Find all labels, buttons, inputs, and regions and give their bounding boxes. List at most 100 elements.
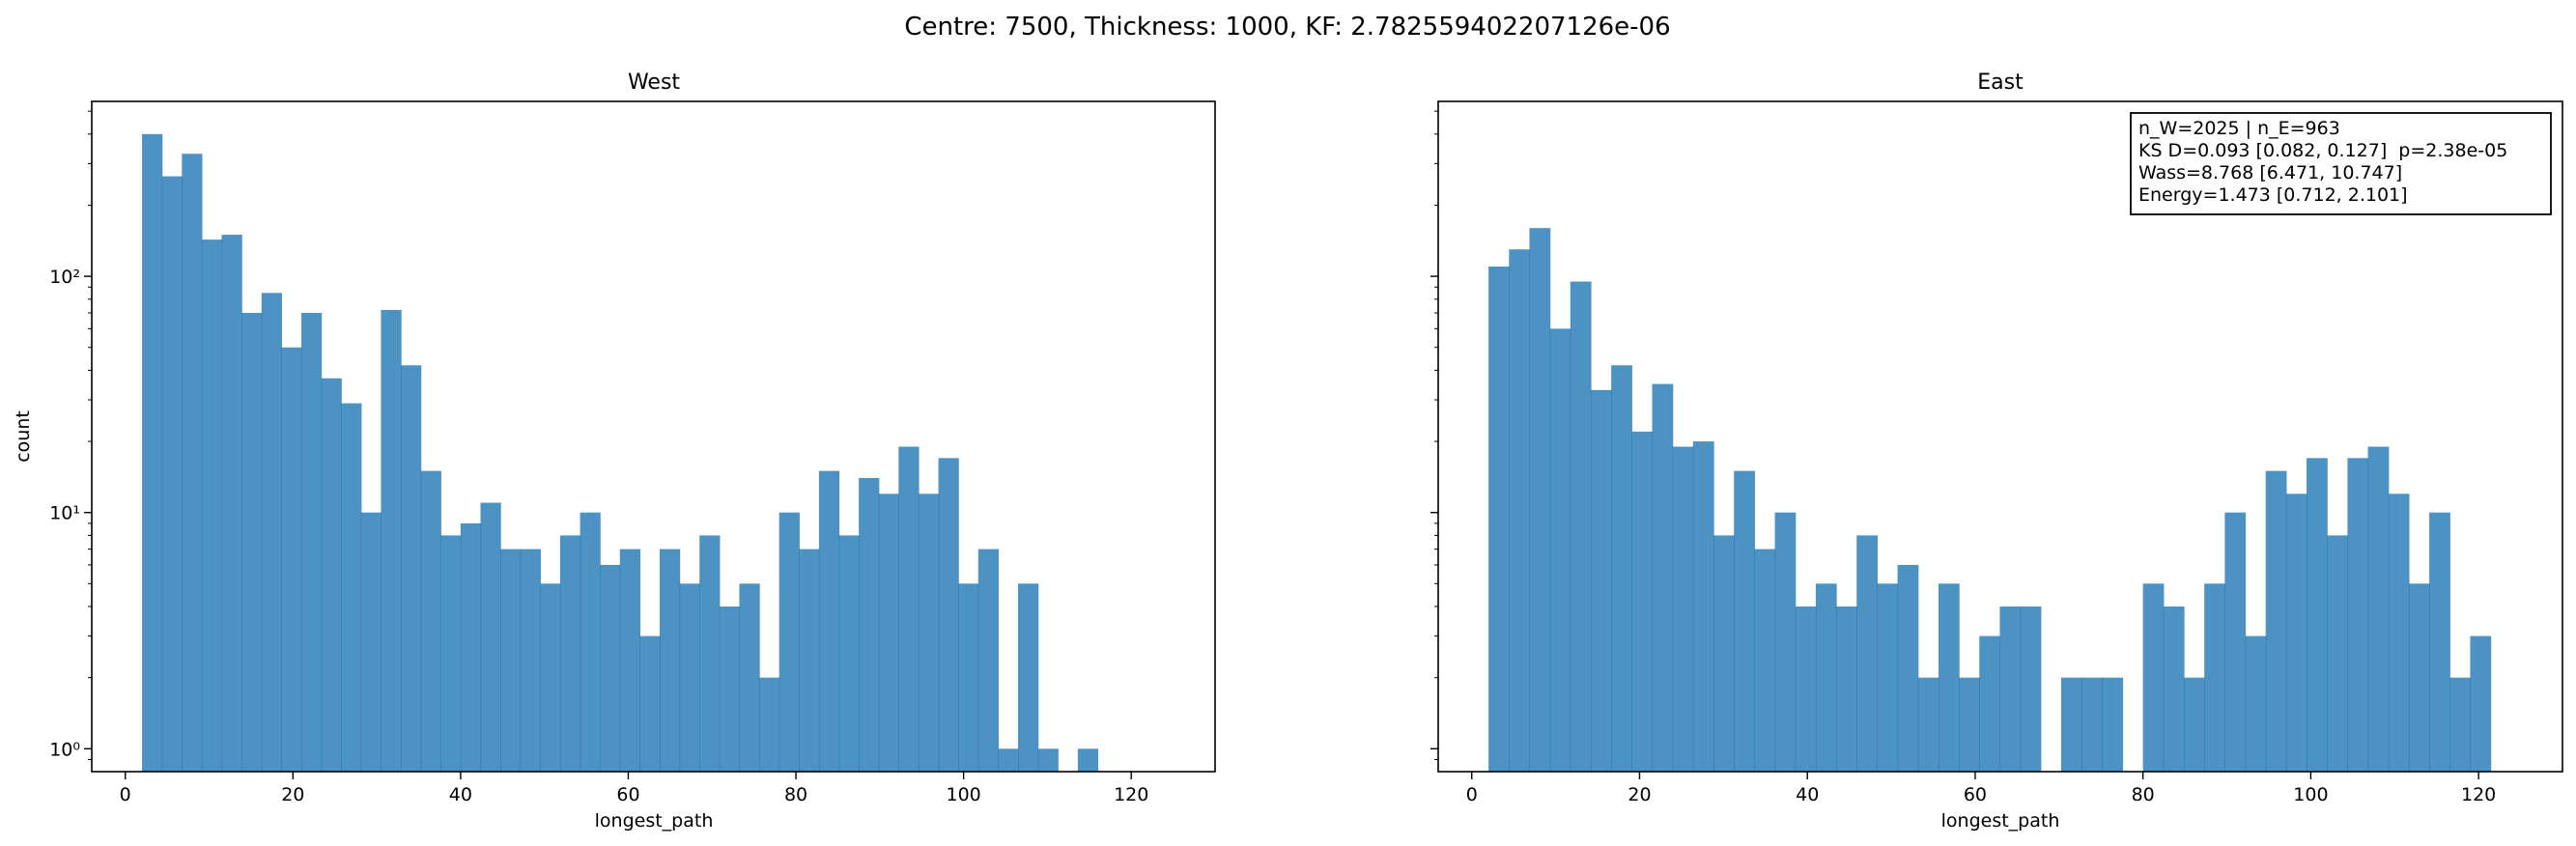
east-histogram-bar	[2367, 446, 2390, 772]
west-histogram-bar	[898, 446, 920, 772]
east-histogram-bar	[1570, 281, 1592, 772]
west-bars	[142, 133, 1099, 773]
west-histogram-bar	[1018, 583, 1039, 772]
west-ylabel: count	[13, 410, 34, 463]
west-title: West	[628, 70, 680, 95]
east-histogram-bar	[1590, 389, 1612, 772]
east-histogram-bar	[1836, 606, 1857, 772]
west-histogram-bar	[619, 549, 640, 772]
west-histogram-bar	[201, 240, 223, 773]
west-histogram-bar	[679, 583, 700, 772]
east-histogram-bar	[1549, 328, 1571, 772]
east-axes-frame	[1437, 100, 2563, 773]
west-histogram-bar	[838, 535, 860, 772]
stats-annotation-box: n_W=2025 | n_E=963 KS D=0.093 [0.082, 0.…	[2130, 112, 2552, 215]
east-histogram-bar	[1509, 249, 1531, 773]
west-x-tick-label: 80	[784, 784, 807, 805]
west-y-tick-label: 10²	[49, 267, 80, 288]
west-histogram-bar	[480, 502, 501, 772]
west-histogram-bar	[639, 635, 661, 772]
west-x-tick-label: 20	[281, 784, 304, 805]
east-bars	[1488, 228, 2492, 773]
stats-annotation-line: n_W=2025 | n_E=963	[2138, 118, 2340, 139]
figure-suptitle: Centre: 7500, Thickness: 1000, KF: 2.782…	[904, 13, 1670, 42]
west-histogram-bar	[1037, 748, 1059, 772]
east-histogram-bar	[2204, 583, 2225, 772]
east-histogram-bar	[1774, 512, 1797, 772]
east-x-tick-label: 100	[2293, 784, 2328, 805]
west-histogram-bar	[699, 535, 721, 772]
west-xlabel: longest_path	[595, 810, 714, 832]
east-histogram-bar	[2449, 677, 2472, 772]
west-x-tick-label: 120	[1114, 784, 1148, 805]
west-histogram-bar	[321, 378, 342, 772]
west-histogram-bar	[918, 494, 940, 772]
stats-annotation-line: KS D=0.093 [0.082, 0.127] p=2.38e-05	[2138, 140, 2507, 161]
west-axes-frame	[91, 100, 1216, 773]
west-ticks: 0 20 40 60 80 100 120 10⁰ 10¹ 10²	[49, 110, 1148, 805]
east-histogram-bar	[1795, 606, 1817, 772]
west-histogram-bar	[540, 583, 561, 772]
east-histogram-bar	[2102, 677, 2124, 772]
west-histogram-bar	[520, 549, 541, 772]
east-histogram-bar	[1999, 606, 2022, 772]
east-histogram-bar	[2224, 512, 2247, 772]
west-histogram-bar	[440, 535, 462, 772]
stats-annotation-line: Energy=1.473 [0.712, 2.101]	[2138, 184, 2408, 206]
east-ticks: 0 20 40 60 80 100 120	[1430, 110, 2496, 805]
east-histogram-bar	[2285, 494, 2307, 772]
west-histogram-bar	[182, 154, 203, 772]
west-histogram-bar	[261, 293, 282, 772]
east-histogram-bar	[2408, 583, 2430, 772]
west-y-tick-label: 10⁰	[49, 739, 80, 760]
west-y-tick-label: 10¹	[49, 503, 80, 524]
west-histogram-bar	[739, 583, 760, 772]
west-histogram-bar	[998, 748, 1019, 772]
east-histogram-bar	[1979, 635, 2001, 772]
west-histogram-bar	[1077, 748, 1099, 772]
east-histogram-bar	[1631, 431, 1654, 772]
west-histogram-bar	[759, 677, 780, 772]
west-x-tick-label: 100	[946, 784, 980, 805]
west-histogram-bar	[161, 176, 183, 772]
east-histogram-bar	[1488, 266, 1510, 773]
east-histogram-bar	[2327, 535, 2348, 772]
west-histogram-bar	[559, 535, 581, 772]
west-histogram-bar	[420, 470, 441, 772]
east-histogram-bar	[2184, 677, 2205, 772]
west-histogram-bar	[778, 512, 800, 772]
east-histogram-bar	[1917, 677, 1939, 772]
east-histogram-bar	[2307, 458, 2328, 772]
west-histogram-bar	[719, 606, 741, 772]
east-histogram-bar	[2245, 635, 2267, 772]
west-histogram-bar	[241, 312, 263, 772]
stats-annotation-frame	[2130, 112, 2552, 215]
west-histogram-bar	[360, 512, 382, 772]
east-histogram-bar	[1897, 564, 1919, 772]
west-histogram-bar	[500, 549, 522, 772]
east-histogram-bar	[2470, 635, 2492, 772]
west-histogram-bar	[878, 494, 899, 772]
east-panel: East 0 20 40 60 80 100 120 longest_path n_W=20…	[1430, 70, 2563, 832]
east-histogram-bar	[2163, 606, 2185, 772]
stats-annotation-line: Wass=8.768 [6.471, 10.747]	[2138, 162, 2402, 183]
east-histogram-bar	[2388, 494, 2410, 772]
east-title: East	[1977, 70, 2024, 95]
east-x-tick-label: 20	[1628, 784, 1651, 805]
west-histogram-bar	[859, 477, 880, 772]
east-histogram-bar	[2265, 470, 2287, 772]
east-x-tick-label: 0	[1466, 784, 1478, 805]
east-histogram-bar	[1652, 383, 1674, 772]
west-histogram-bar	[600, 564, 621, 772]
east-histogram-bar	[1856, 535, 1879, 772]
west-histogram-bar	[958, 583, 979, 772]
east-histogram-bar	[1938, 583, 1960, 772]
east-histogram-bar	[1959, 677, 1980, 772]
east-histogram-bar	[2020, 606, 2042, 772]
east-histogram-bar	[1529, 228, 1551, 773]
east-histogram-bar	[1734, 470, 1755, 772]
east-histogram-bar	[1672, 446, 1694, 772]
east-x-tick-label: 40	[1796, 784, 1819, 805]
west-histogram-bar	[977, 549, 1000, 772]
west-histogram-bar	[341, 403, 362, 772]
